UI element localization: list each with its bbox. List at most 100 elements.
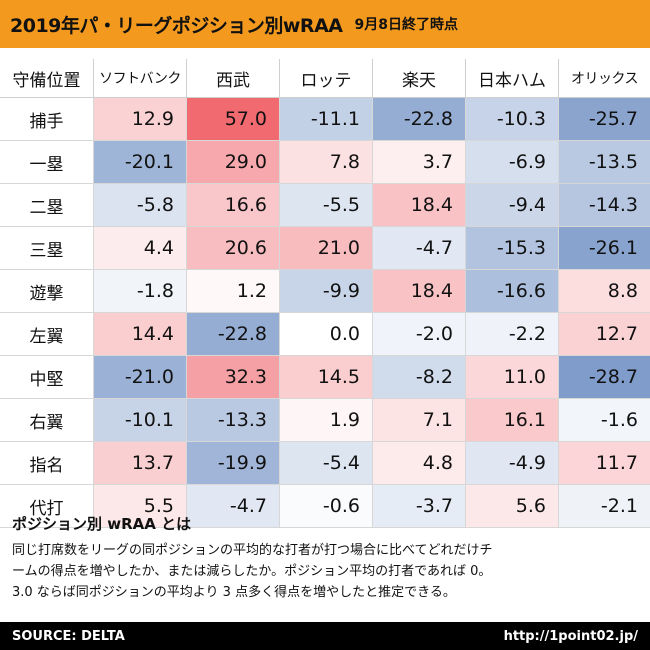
wraa-cell: -22.8 (186, 313, 279, 356)
wraa-cell: -1.6 (558, 399, 650, 442)
table-row: 中堅 -21.0 32.3 14.5 -8.2 11.0 -28.7 (0, 356, 650, 399)
wraa-cell: -15.3 (465, 227, 558, 270)
note-title: ポジション別 wRAA とは (12, 515, 192, 533)
note-body: 同じ打席数をリーグの同ポジションの平均的な打者が打つ場合に比べてどれだけチ ーム… (12, 540, 640, 603)
row-label-position: 代打 (0, 485, 93, 528)
row-label-position: 指名 (0, 442, 93, 485)
wraa-cell: 7.8 (279, 141, 372, 184)
wraa-cell: 18.4 (372, 184, 465, 227)
note-line: 3.0 ならば同ポジションの平均より 3 点多く得点を増やしたと推定できる。 (12, 585, 456, 600)
header-row: 守備位置 ソフトバンク 西武 ロッテ 楽天 日本ハム オリックス (0, 59, 650, 98)
table-row: 三塁 4.4 20.6 21.0 -4.7 -15.3 -26.1 (0, 227, 650, 270)
wraa-cell: -4.9 (465, 442, 558, 485)
wraa-cell: 14.5 (279, 356, 372, 399)
wraa-cell: -5.8 (93, 184, 186, 227)
wraa-cell: -14.3 (558, 184, 650, 227)
table-row: 一塁 -20.1 29.0 7.8 3.7 -6.9 -13.5 (0, 141, 650, 184)
row-label-position: 三塁 (0, 227, 93, 270)
column-header-team: ロッテ (279, 59, 372, 98)
wraa-cell: -1.8 (93, 270, 186, 313)
wraa-cell: 16.6 (186, 184, 279, 227)
table-row: 左翼 14.4 -22.8 0.0 -2.0 -2.2 12.7 (0, 313, 650, 356)
wraa-cell: 21.0 (279, 227, 372, 270)
wraa-cell: -4.7 (186, 485, 279, 528)
wraa-cell: -3.7 (372, 485, 465, 528)
column-header-team: 楽天 (372, 59, 465, 98)
row-label-position: 左翼 (0, 313, 93, 356)
row-label-position: 二塁 (0, 184, 93, 227)
wraa-cell: 11.0 (465, 356, 558, 399)
source-url[interactable]: http://1point02.jp/ (503, 628, 638, 644)
wraa-cell: -13.3 (186, 399, 279, 442)
column-header-team: 日本ハム (465, 59, 558, 98)
wraa-cell: -16.6 (465, 270, 558, 313)
row-label-position: 一塁 (0, 141, 93, 184)
wraa-cell: 5.6 (465, 485, 558, 528)
column-header-team: ソフトバンク (93, 59, 186, 98)
note-line: 同じ打席数をリーグの同ポジションの平均的な打者が打つ場合に比べてどれだけチ (12, 543, 493, 558)
as-of-date: 9月8日終了時点 (354, 17, 458, 33)
column-header-team: オリックス (558, 59, 650, 98)
wraa-cell: -22.8 (372, 98, 465, 141)
wraa-table: 守備位置 ソフトバンク 西武 ロッテ 楽天 日本ハム オリックス 捕手 12.9 5… (0, 59, 650, 528)
wraa-cell: 16.1 (465, 399, 558, 442)
wraa-cell: -19.9 (186, 442, 279, 485)
wraa-cell: 20.6 (186, 227, 279, 270)
wraa-cell: 4.4 (93, 227, 186, 270)
wraa-cell: 4.8 (372, 442, 465, 485)
wraa-cell: -5.5 (279, 184, 372, 227)
wraa-cell: -0.6 (279, 485, 372, 528)
source-bar: SOURCE: DELTA http://1point02.jp/ (0, 622, 650, 650)
row-label-position: 右翼 (0, 399, 93, 442)
wraa-cell: -5.4 (279, 442, 372, 485)
wraa-cell: 3.7 (372, 141, 465, 184)
table-row: 指名 13.7 -19.9 -5.4 4.8 -4.9 11.7 (0, 442, 650, 485)
source-label: SOURCE: DELTA (12, 628, 125, 644)
wraa-cell: -2.1 (558, 485, 650, 528)
wraa-cell: 5.5 (93, 485, 186, 528)
wraa-cell: -2.2 (465, 313, 558, 356)
row-label-position: 捕手 (0, 98, 93, 141)
wraa-cell: -10.1 (93, 399, 186, 442)
wraa-cell: -13.5 (558, 141, 650, 184)
title-bar: 2019年パ・リーグポジション別wRAA 9月8日終了時点 (0, 0, 650, 48)
table-row: 代打 5.5 -4.7 -0.6 -3.7 5.6 -2.1 (0, 485, 650, 528)
wraa-cell: -28.7 (558, 356, 650, 399)
wraa-cell: -20.1 (93, 141, 186, 184)
wraa-cell: -4.7 (372, 227, 465, 270)
wraa-cell: 18.4 (372, 270, 465, 313)
table-row: 捕手 12.9 57.0 -11.1 -22.8 -10.3 -25.7 (0, 98, 650, 141)
wraa-cell: -26.1 (558, 227, 650, 270)
wraa-cell: 13.7 (93, 442, 186, 485)
wraa-cell: 11.7 (558, 442, 650, 485)
wraa-cell: 8.8 (558, 270, 650, 313)
row-label-position: 中堅 (0, 356, 93, 399)
table-row: 遊撃 -1.8 1.2 -9.9 18.4 -16.6 8.8 (0, 270, 650, 313)
wraa-cell: -11.1 (279, 98, 372, 141)
wraa-cell: -2.0 (372, 313, 465, 356)
wraa-cell: 57.0 (186, 98, 279, 141)
column-header-position: 守備位置 (0, 59, 93, 98)
wraa-cell: 1.9 (279, 399, 372, 442)
wraa-cell: 0.0 (279, 313, 372, 356)
wraa-cell: 12.7 (558, 313, 650, 356)
wraa-cell: -6.9 (465, 141, 558, 184)
wraa-cell: -10.3 (465, 98, 558, 141)
wraa-cell: -8.2 (372, 356, 465, 399)
wraa-cell: 29.0 (186, 141, 279, 184)
note-line: ームの得点を増やしたか、または減らしたか。ポジション平均の打者であれば 0。 (12, 564, 492, 579)
wraa-cell: 7.1 (372, 399, 465, 442)
table-row: 二塁 -5.8 16.6 -5.5 18.4 -9.4 -14.3 (0, 184, 650, 227)
definition-note: ポジション別 wRAA とは 同じ打席数をリーグの同ポジションの平均的な打者が打… (12, 513, 640, 603)
wraa-cell: -25.7 (558, 98, 650, 141)
column-header-team: 西武 (186, 59, 279, 98)
wraa-cell: 12.9 (93, 98, 186, 141)
wraa-cell: 1.2 (186, 270, 279, 313)
wraa-cell: -9.9 (279, 270, 372, 313)
wraa-cell: 14.4 (93, 313, 186, 356)
page-title: 2019年パ・リーグポジション別wRAA (10, 14, 343, 37)
wraa-cell: -9.4 (465, 184, 558, 227)
row-label-position: 遊撃 (0, 270, 93, 313)
wraa-cell: -21.0 (93, 356, 186, 399)
wraa-cell: 32.3 (186, 356, 279, 399)
